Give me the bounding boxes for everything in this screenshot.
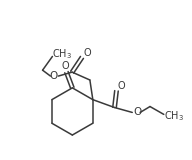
Text: O: O (133, 107, 141, 117)
Text: CH$_3$: CH$_3$ (164, 109, 184, 123)
Text: O: O (49, 71, 58, 81)
Text: O: O (62, 61, 69, 71)
Text: O: O (118, 81, 125, 91)
Text: CH$_3$: CH$_3$ (52, 48, 72, 61)
Text: O: O (83, 48, 91, 58)
